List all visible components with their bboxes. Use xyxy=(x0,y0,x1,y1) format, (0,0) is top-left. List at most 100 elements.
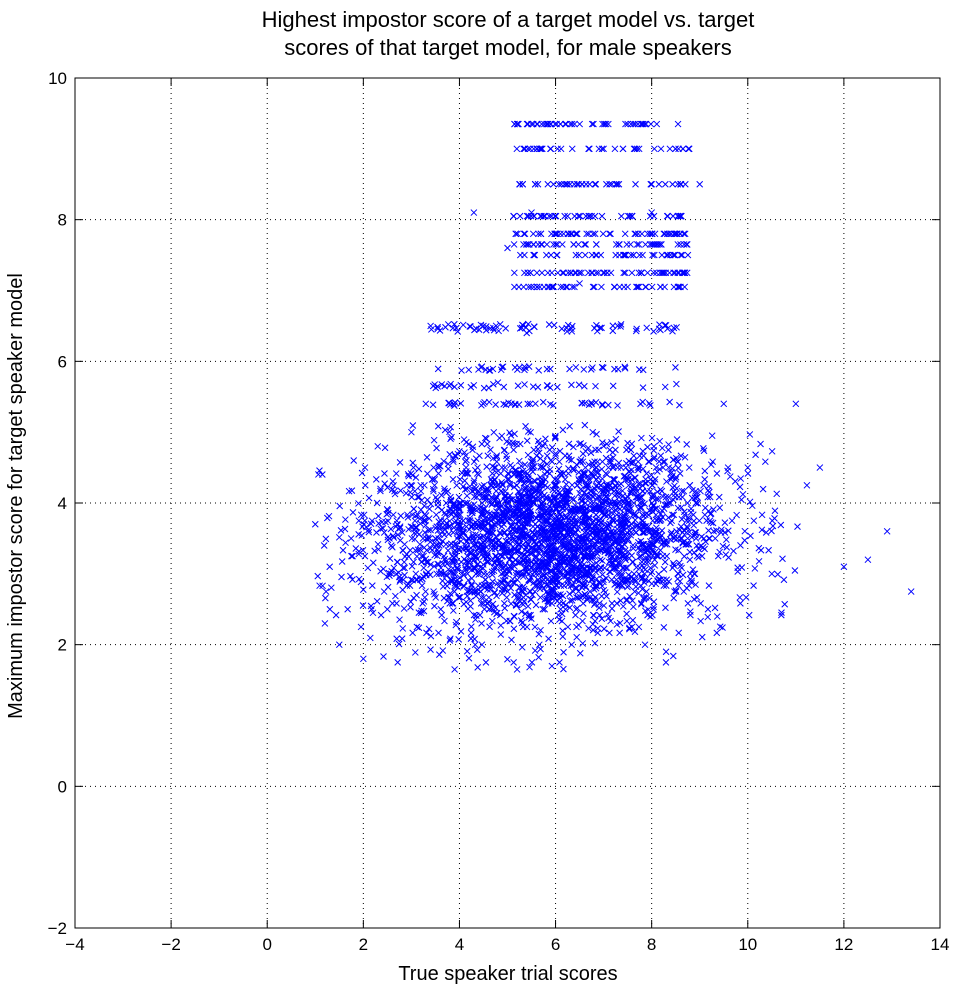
data-point xyxy=(511,591,518,599)
data-point xyxy=(653,269,660,277)
data-point xyxy=(658,251,666,259)
data-point xyxy=(737,475,745,482)
data-point xyxy=(612,241,620,248)
data-point xyxy=(692,499,700,507)
data-point xyxy=(651,562,659,569)
data-point xyxy=(467,597,474,605)
data-point xyxy=(470,209,478,216)
data-point xyxy=(454,328,462,335)
data-point xyxy=(412,547,419,554)
data-point xyxy=(629,616,637,624)
data-point xyxy=(661,322,669,329)
data-point xyxy=(648,540,656,548)
data-point xyxy=(533,514,541,522)
data-point xyxy=(642,283,650,291)
data-point xyxy=(397,512,405,520)
data-point xyxy=(670,511,678,519)
data-point xyxy=(659,464,667,471)
data-point xyxy=(611,556,619,564)
data-point xyxy=(629,541,637,549)
data-point xyxy=(564,543,572,550)
data-point xyxy=(514,230,521,238)
data-point xyxy=(636,546,644,554)
data-point xyxy=(537,230,545,238)
data-point xyxy=(384,536,392,544)
data-point xyxy=(469,535,477,542)
data-point xyxy=(421,594,429,601)
data-point xyxy=(549,551,557,559)
data-point xyxy=(649,491,656,499)
data-point xyxy=(746,431,754,438)
data-point xyxy=(691,570,699,578)
data-point xyxy=(464,517,472,525)
x-tick-label: −4 xyxy=(65,935,84,954)
data-point xyxy=(698,633,706,641)
data-point xyxy=(543,495,551,503)
data-point xyxy=(593,582,601,589)
data-point xyxy=(803,481,811,489)
data-point xyxy=(673,380,680,388)
data-point xyxy=(700,447,708,455)
data-point xyxy=(635,464,643,471)
data-point xyxy=(639,251,646,259)
data-point xyxy=(600,602,608,609)
data-point xyxy=(430,436,438,444)
data-point xyxy=(531,647,539,654)
data-point xyxy=(673,485,681,492)
data-point xyxy=(482,576,489,584)
data-point xyxy=(611,145,619,153)
data-point xyxy=(441,617,448,625)
data-point xyxy=(779,555,786,563)
data-point xyxy=(357,623,365,631)
data-point xyxy=(534,180,542,188)
data-point xyxy=(458,367,465,374)
data-point xyxy=(417,609,425,617)
data-point xyxy=(410,529,418,537)
data-point xyxy=(394,531,402,539)
data-point xyxy=(486,535,494,543)
data-point xyxy=(720,400,728,408)
data-point xyxy=(530,545,538,553)
data-point xyxy=(581,399,589,407)
data-point xyxy=(602,454,610,462)
data-point xyxy=(667,499,674,507)
data-point xyxy=(544,382,551,390)
data-point xyxy=(614,402,621,409)
data-point xyxy=(662,659,670,666)
data-point xyxy=(361,481,369,489)
data-point xyxy=(686,556,694,564)
data-point xyxy=(631,588,639,595)
data-point xyxy=(636,452,644,460)
data-point xyxy=(551,524,558,532)
data-point xyxy=(672,145,679,153)
data-point xyxy=(488,501,496,508)
data-point xyxy=(663,540,671,548)
data-point xyxy=(883,527,891,535)
data-point xyxy=(580,540,588,548)
data-point xyxy=(677,180,684,188)
data-point xyxy=(637,540,645,548)
data-point xyxy=(524,145,532,153)
data-point xyxy=(482,486,490,494)
data-point xyxy=(598,517,606,525)
data-point xyxy=(575,251,583,259)
data-point xyxy=(591,617,599,625)
data-point xyxy=(630,145,638,153)
data-point xyxy=(632,493,640,501)
data-point xyxy=(451,383,458,391)
data-point xyxy=(484,529,492,536)
y-tick-label: 8 xyxy=(58,211,67,230)
data-point xyxy=(395,640,403,648)
data-point xyxy=(427,561,434,568)
data-point xyxy=(640,579,648,586)
data-point xyxy=(606,230,613,238)
data-point xyxy=(701,511,709,519)
data-point xyxy=(434,527,442,534)
data-point xyxy=(672,588,680,595)
data-point xyxy=(359,655,367,663)
data-point xyxy=(446,428,453,436)
data-point xyxy=(528,659,536,666)
data-point xyxy=(596,611,604,619)
data-point xyxy=(412,523,420,531)
data-point xyxy=(717,529,725,536)
